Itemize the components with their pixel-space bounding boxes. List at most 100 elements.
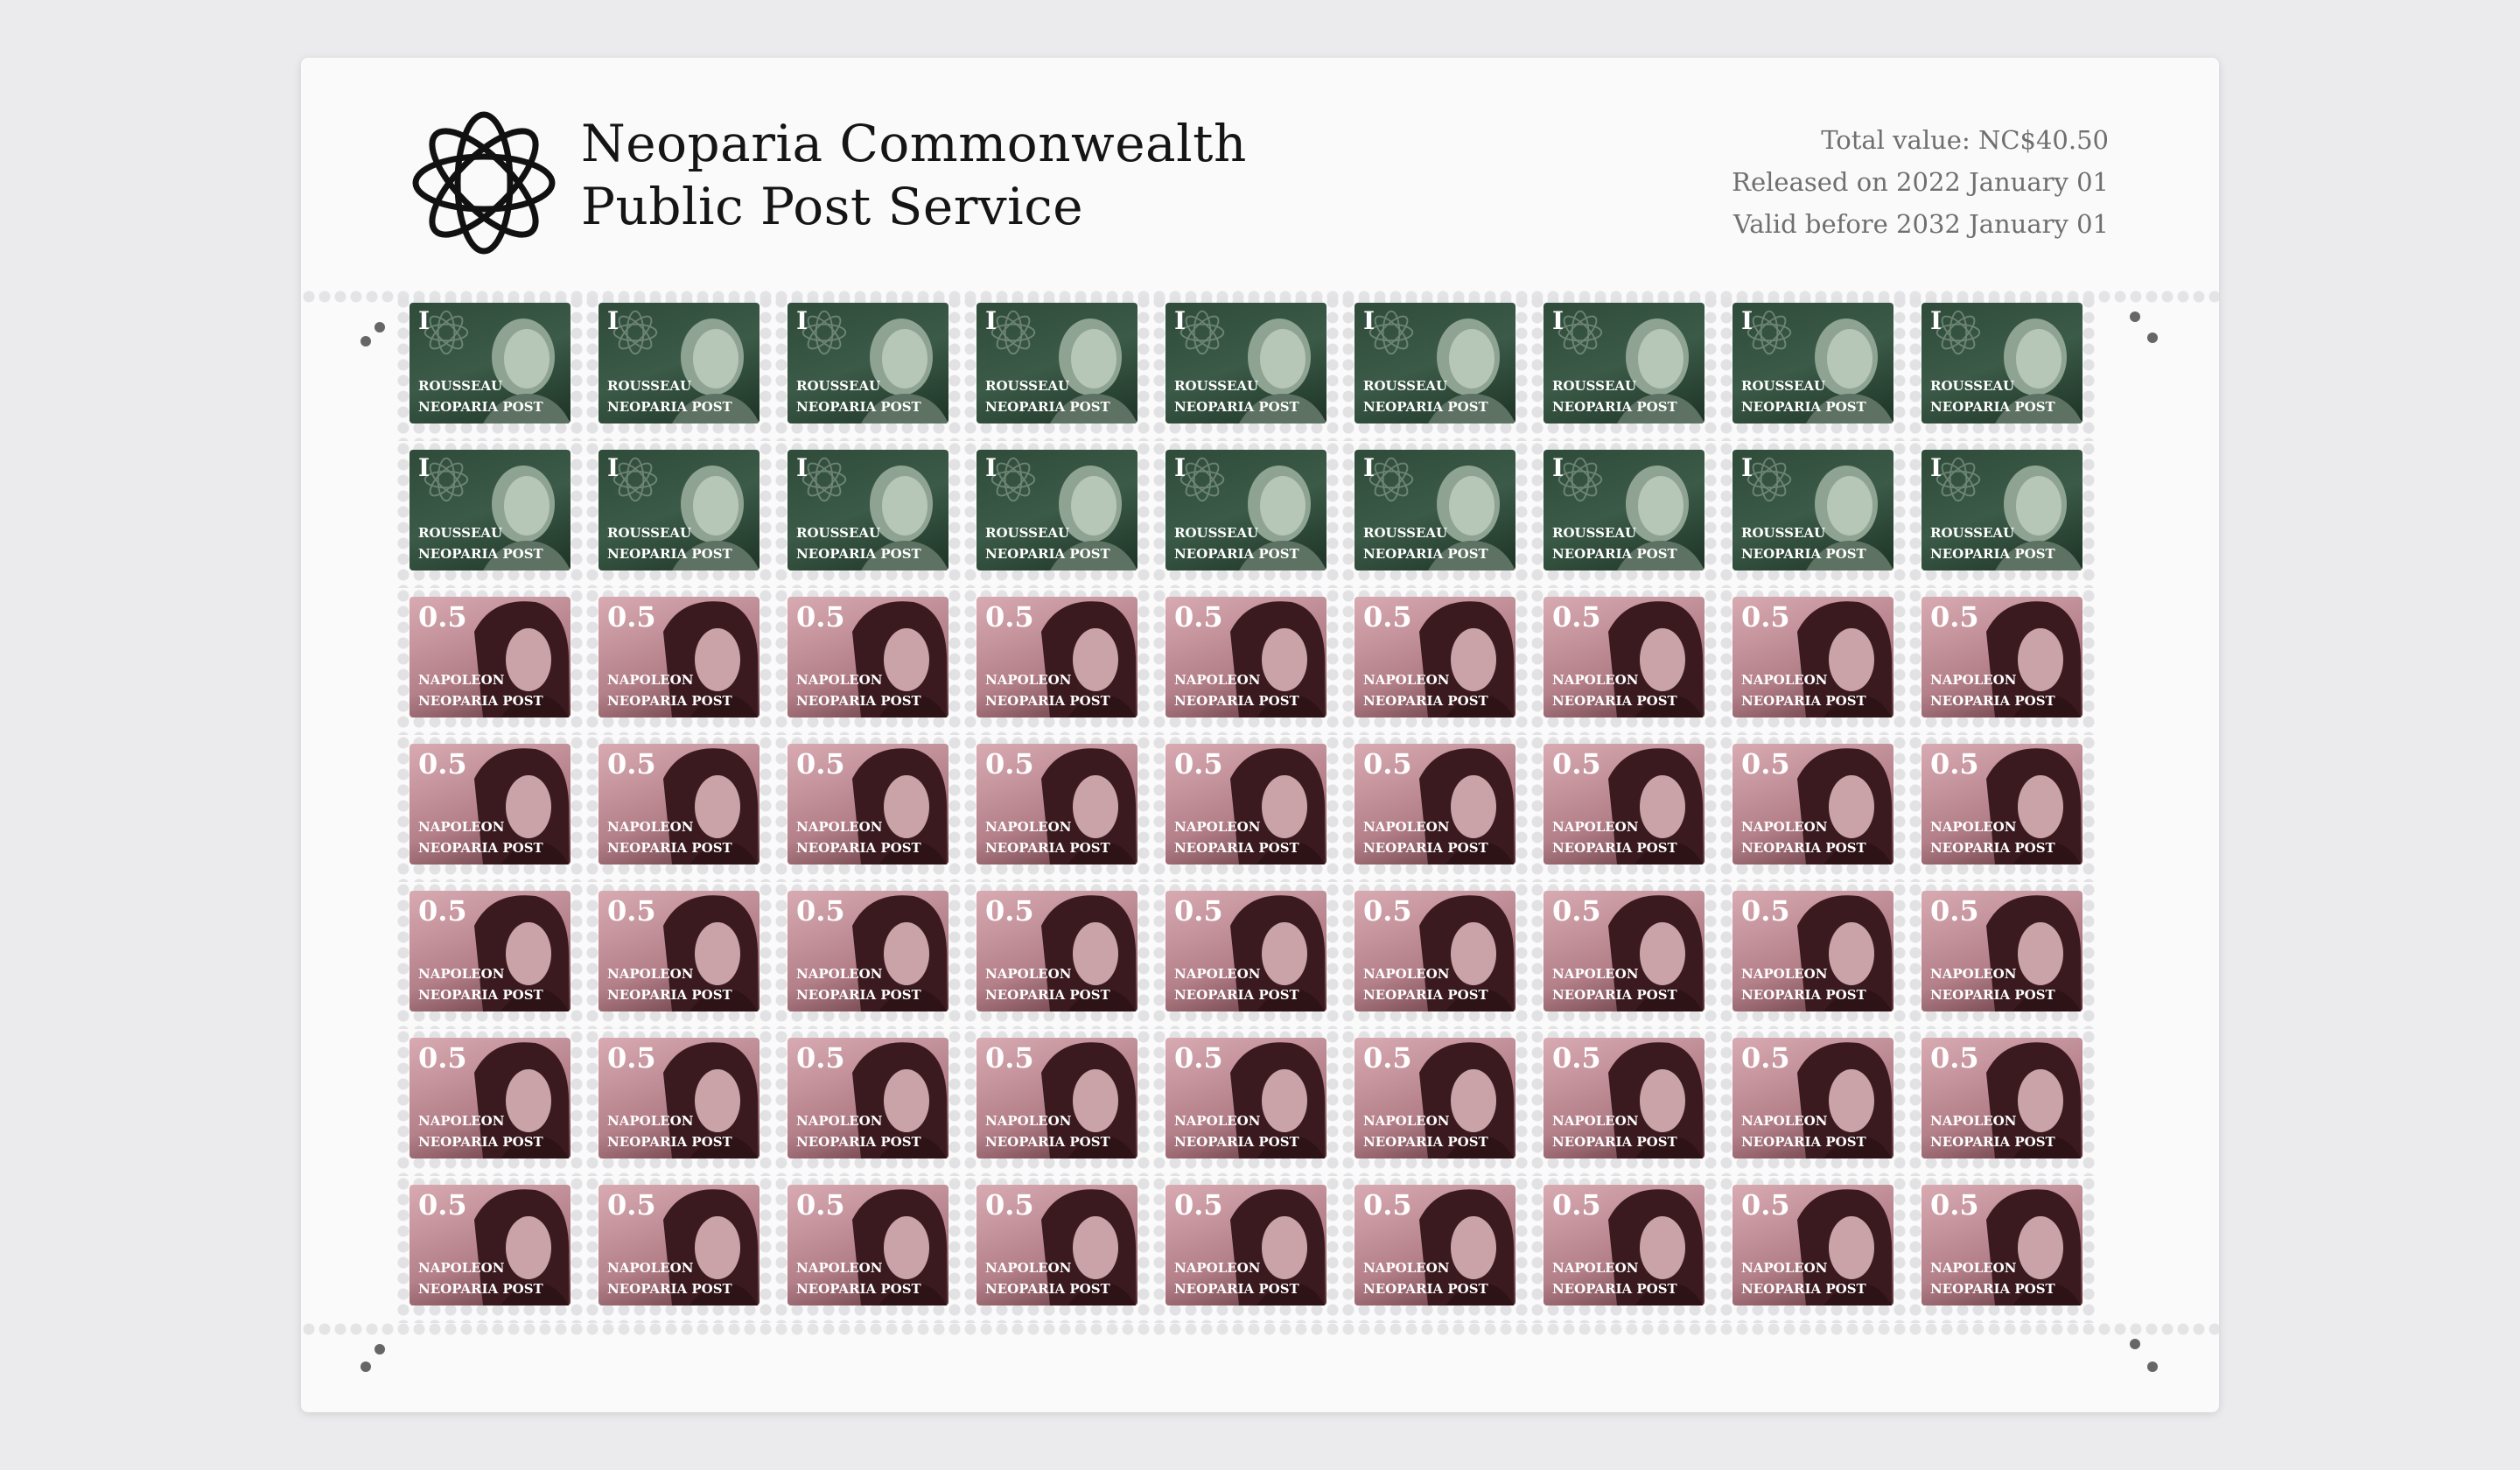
portrait-icon [1608,601,1704,718]
stamp-cell: 0.5 NAPOLEON NEOPARIA POST [1530,735,1718,882]
stamp-denomination: I [418,306,430,335]
rousseau-stamp: I ROUSSEAU NEOPARIA POST [1166,450,1326,570]
stamp-post-label: NEOPARIA POST [985,1281,1110,1297]
stamp-cell: 0.5 NAPOLEON NEOPARIA POST [1152,588,1340,735]
portrait-icon [1986,601,2082,718]
portrait-icon [852,1042,948,1158]
rousseau-stamp: I ROUSSEAU NEOPARIA POST [1922,450,2082,570]
napoleon-stamp: 0.5 NAPOLEON NEOPARIA POST [976,744,1138,864]
stamp-denomination: 0.5 [796,747,845,780]
registration-mark [360,1362,371,1372]
portrait-icon [483,318,570,424]
portrait-icon [663,601,759,718]
stamp-post-label: NEOPARIA POST [796,399,921,415]
stamp-post-label: NEOPARIA POST [1174,693,1299,709]
flower-emblem-icon [1180,310,1225,355]
valid-before-date: Valid before 2032 January 01 [1732,209,2109,239]
portrait-icon [663,1042,759,1158]
stamp-denomination: 0.5 [1363,894,1412,928]
stamp-denomination: I [1930,306,1942,335]
portrait-icon [1617,466,1704,570]
stamp-cell: I ROUSSEAU NEOPARIA POST [1908,441,2096,588]
stamp-post-label: NEOPARIA POST [1552,1134,1677,1150]
stamp-post-label: NEOPARIA POST [1552,987,1677,1003]
stamp-cell: I ROUSSEAU NEOPARIA POST [962,294,1152,441]
stamp-post-label: NEOPARIA POST [418,1134,543,1150]
portrait-icon [1995,466,2082,570]
stamp-post-label: NEOPARIA POST [1174,1134,1299,1150]
portrait-icon [1797,1189,1893,1306]
stamp-subject-name: NAPOLEON [607,1113,694,1129]
registration-mark [360,336,371,346]
napoleon-stamp: 0.5 NAPOLEON NEOPARIA POST [598,1185,760,1306]
napoleon-stamp: 0.5 NAPOLEON NEOPARIA POST [1354,1185,1516,1306]
portrait-icon [1041,601,1137,718]
stamp-post-label: NEOPARIA POST [1174,1281,1299,1297]
stamp-subject-name: NAPOLEON [1741,1260,1828,1276]
stamp-subject-name: ROUSSEAU [796,378,881,394]
stamp-subject-name: NAPOLEON [985,966,1072,982]
stamp-subject-name: ROUSSEAU [1741,525,1826,541]
portrait-icon [1806,318,1894,424]
stamp-denomination: 0.5 [607,1188,656,1222]
stamp-cell: 0.5 NAPOLEON NEOPARIA POST [1340,1029,1530,1176]
stamp-cell: 0.5 NAPOLEON NEOPARIA POST [1530,1029,1718,1176]
stamp-subject-name: NAPOLEON [1552,819,1639,835]
stamp-denomination: 0.5 [1552,1041,1601,1074]
portrait-icon [852,748,948,864]
registration-mark [2147,332,2158,343]
stamp-cell: I ROUSSEAU NEOPARIA POST [584,441,774,588]
stamp-post-label: NEOPARIA POST [1363,1134,1488,1150]
stamp-subject-name: NAPOLEON [796,819,883,835]
napoleon-stamp: 0.5 NAPOLEON NEOPARIA POST [1732,891,1894,1012]
napoleon-stamp: 0.5 NAPOLEON NEOPARIA POST [1166,1185,1326,1306]
napoleon-stamp: 0.5 NAPOLEON NEOPARIA POST [1354,891,1516,1012]
stamp-subject-name: NAPOLEON [1930,672,2017,688]
flower-emblem-icon [612,310,658,355]
portrait-icon [1608,1042,1704,1158]
portrait-icon [1797,895,1893,1012]
napoleon-stamp: 0.5 NAPOLEON NEOPARIA POST [1544,1185,1704,1306]
rousseau-stamp: I ROUSSEAU NEOPARIA POST [1544,303,1704,424]
portrait-icon [1050,466,1138,570]
stamp-cell: 0.5 NAPOLEON NEOPARIA POST [584,1029,774,1176]
stamp-post-label: NEOPARIA POST [607,546,732,562]
stamp-denomination: I [1741,453,1754,482]
rousseau-stamp: I ROUSSEAU NEOPARIA POST [976,303,1138,424]
stamp-post-label: NEOPARIA POST [1552,840,1677,856]
portrait-icon [1806,466,1894,570]
napoleon-stamp: 0.5 NAPOLEON NEOPARIA POST [788,597,948,718]
stamp-post-label: NEOPARIA POST [1741,987,1866,1003]
stamp-post-label: NEOPARIA POST [1930,987,2055,1003]
stamp-denomination: 0.5 [418,1188,467,1222]
stamp-subject-name: NAPOLEON [1930,1113,2017,1129]
flower-emblem-icon [1936,310,1981,355]
stamp-subject-name: NAPOLEON [1741,819,1828,835]
stamp-cell: I ROUSSEAU NEOPARIA POST [1340,441,1530,588]
stamp-post-label: NEOPARIA POST [1741,1134,1866,1150]
stamp-cell: 0.5 NAPOLEON NEOPARIA POST [1340,1176,1530,1323]
stamp-denomination: 0.5 [985,747,1034,780]
portrait-icon [672,318,760,424]
stamp-cell: 0.5 NAPOLEON NEOPARIA POST [1908,1029,2096,1176]
stamp-subject-name: ROUSSEAU [1174,378,1259,394]
stamp-subject-name: NAPOLEON [607,819,694,835]
stamp-post-label: NEOPARIA POST [1930,840,2055,856]
stamp-cell: 0.5 NAPOLEON NEOPARIA POST [584,588,774,735]
flower-emblem-icon [1746,310,1792,355]
stamp-subject-name: NAPOLEON [607,1260,694,1276]
stamp-denomination: I [607,306,620,335]
napoleon-stamp: 0.5 NAPOLEON NEOPARIA POST [788,1038,948,1158]
napoleon-stamp: 0.5 NAPOLEON NEOPARIA POST [1922,891,2082,1012]
release-date: Released on 2022 January 01 [1732,167,2109,197]
stamp-denomination: 0.5 [1552,600,1601,634]
napoleon-stamp: 0.5 NAPOLEON NEOPARIA POST [1922,597,2082,718]
portrait-icon [672,466,760,570]
stamp-cell: 0.5 NAPOLEON NEOPARIA POST [1530,882,1718,1029]
napoleon-stamp: 0.5 NAPOLEON NEOPARIA POST [788,1185,948,1306]
stamp-post-label: NEOPARIA POST [607,1281,732,1297]
portrait-icon [663,895,759,1012]
stamp-cell: 0.5 NAPOLEON NEOPARIA POST [584,1176,774,1323]
stamp-cell: 0.5 NAPOLEON NEOPARIA POST [1908,735,2096,882]
napoleon-stamp: 0.5 NAPOLEON NEOPARIA POST [598,597,760,718]
